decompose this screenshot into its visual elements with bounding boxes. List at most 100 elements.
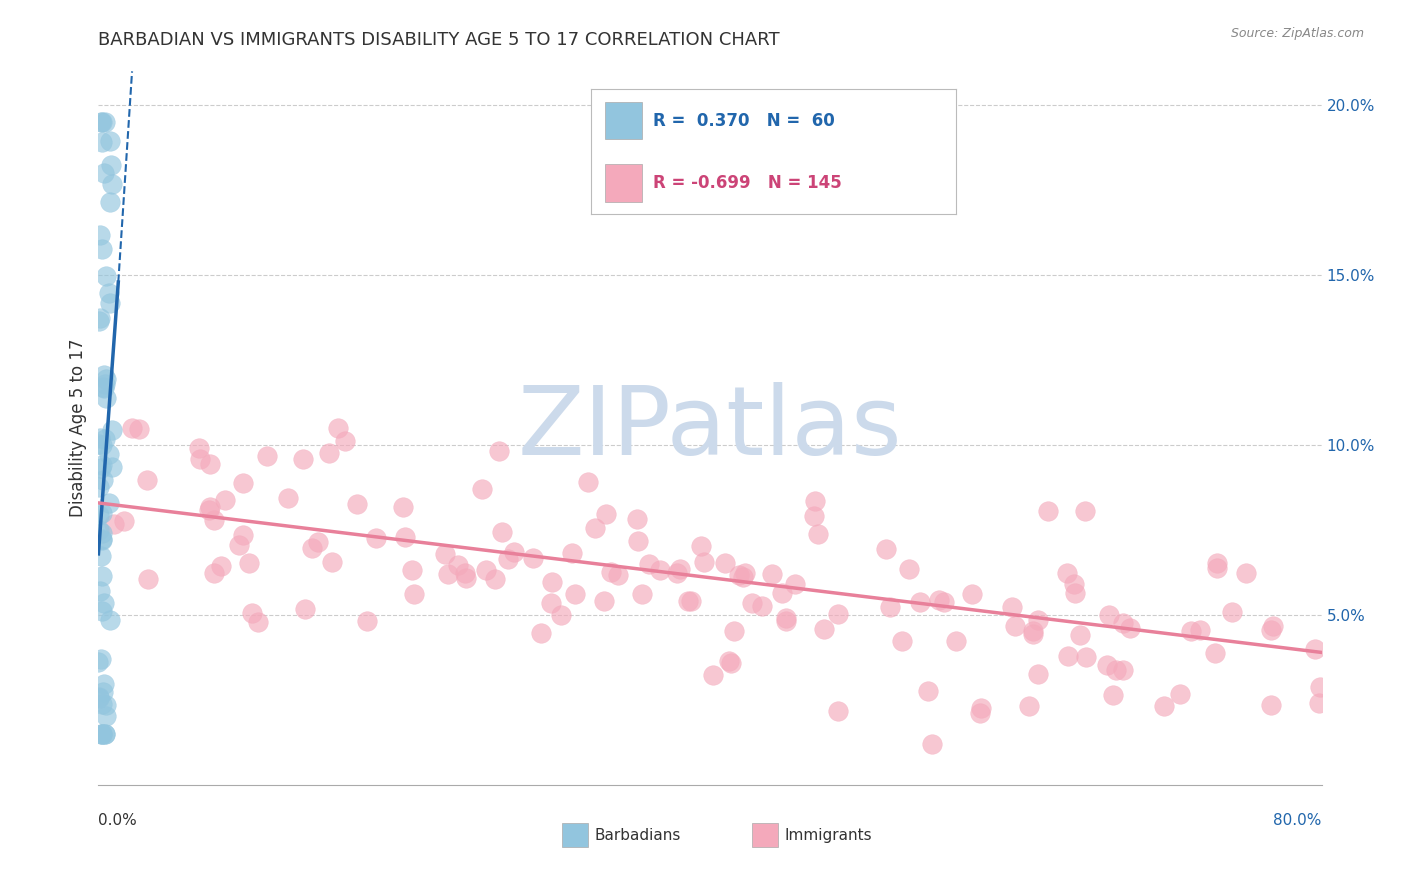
Text: R = -0.699   N = 145: R = -0.699 N = 145 (652, 175, 841, 193)
Point (87, 480, 110, 494)
Point (728, 568, 751, 582)
Point (1098, 607, 1121, 622)
Point (112, 514, 135, 528)
Point (256, 449, 278, 463)
Point (209, 559, 232, 574)
Point (530, 626, 553, 640)
Point (693, 555, 716, 569)
Point (564, 586, 586, 600)
Point (702, 668, 724, 682)
Point (734, 566, 756, 580)
Point (454, 566, 477, 580)
Point (321, 555, 343, 569)
Point (392, 500, 415, 514)
Point (90, 727, 112, 741)
Point (90, 727, 112, 741)
Point (89, 311, 111, 326)
Point (583, 521, 606, 535)
Point (1102, 688, 1125, 702)
Point (969, 706, 991, 720)
Text: BARBADIAN VS IMMIGRANTS DISABILITY AGE 5 TO 17 CORRELATION CHART: BARBADIAN VS IMMIGRANTS DISABILITY AGE 5… (98, 31, 780, 49)
Point (100, 177, 122, 191)
Point (1112, 663, 1135, 677)
Point (96, 268, 118, 283)
Point (98, 296, 121, 310)
Point (91, 685, 114, 699)
Point (690, 539, 713, 553)
Point (198, 500, 221, 514)
Text: ZIPatlas: ZIPatlas (517, 382, 903, 475)
Point (593, 594, 616, 608)
Point (681, 594, 703, 608)
Point (94, 372, 117, 386)
Point (1153, 698, 1175, 713)
Point (93, 727, 115, 741)
Point (94, 391, 117, 405)
Point (1168, 687, 1191, 701)
Point (898, 562, 921, 576)
Point (775, 611, 797, 625)
Point (91, 533, 114, 547)
Point (318, 446, 340, 460)
Point (1112, 615, 1135, 630)
Point (93, 381, 115, 395)
Point (89, 691, 111, 706)
Point (550, 608, 572, 623)
Point (90, 460, 112, 475)
Point (121, 421, 143, 435)
Point (803, 493, 825, 508)
Point (741, 596, 763, 610)
Text: Immigrants: Immigrants (785, 828, 872, 843)
Point (908, 595, 931, 609)
Point (277, 491, 299, 505)
Point (1119, 621, 1142, 635)
Point (90, 652, 112, 666)
Point (945, 634, 967, 648)
Point (202, 513, 225, 527)
Text: 0.0%: 0.0% (98, 814, 138, 828)
Point (775, 614, 797, 628)
Point (90, 115, 112, 129)
Point (93, 368, 115, 382)
Point (91, 473, 114, 487)
Point (491, 525, 513, 540)
Point (638, 558, 661, 572)
Point (1234, 566, 1257, 581)
Point (1022, 627, 1045, 641)
Point (89, 227, 111, 242)
Point (91, 135, 114, 149)
Text: Source: ZipAtlas.com: Source: ZipAtlas.com (1230, 27, 1364, 40)
Point (87, 690, 110, 704)
Point (87, 655, 110, 669)
Point (960, 587, 983, 601)
Point (93, 727, 115, 741)
Point (1260, 623, 1282, 637)
Point (240, 607, 263, 621)
Point (89, 431, 111, 445)
Point (669, 562, 692, 576)
Point (1189, 623, 1212, 637)
Point (93, 377, 115, 392)
Point (93, 596, 115, 610)
Point (101, 424, 124, 438)
Point (475, 563, 498, 577)
Point (631, 586, 654, 600)
Point (807, 527, 830, 541)
Point (665, 566, 688, 580)
Point (326, 421, 349, 435)
Point (346, 497, 368, 511)
Point (827, 704, 849, 718)
Point (94, 698, 117, 713)
Point (90, 727, 112, 741)
Point (1105, 663, 1128, 677)
Point (540, 596, 562, 610)
Point (921, 737, 943, 751)
Point (103, 517, 125, 532)
Point (238, 556, 260, 570)
Point (502, 545, 524, 559)
Point (599, 565, 621, 579)
Point (93, 166, 115, 180)
Point (91, 569, 114, 583)
Point (770, 585, 793, 599)
Point (541, 575, 564, 590)
